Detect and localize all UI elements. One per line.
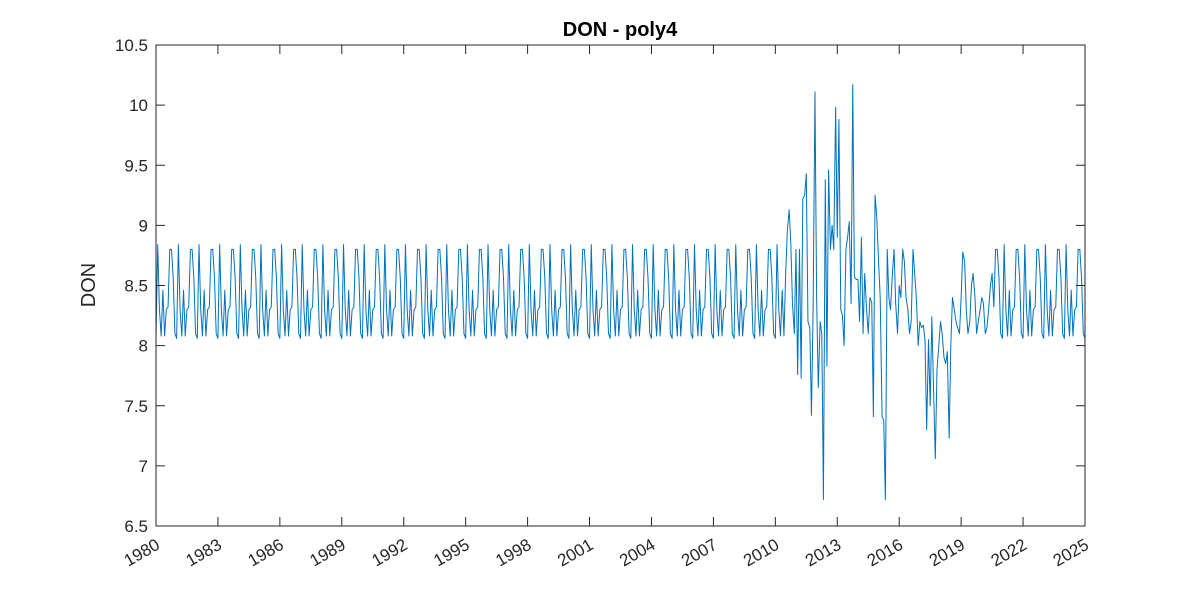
y-tick-label: 8.5: [124, 277, 148, 296]
y-tick-label: 7.5: [124, 397, 148, 416]
y-tick-label: 8: [139, 337, 148, 356]
series-line: [155, 84, 1086, 501]
x-tick-label: 2004: [616, 535, 658, 570]
y-tick-label: 9: [139, 216, 148, 235]
y-tick-label: 10: [129, 96, 148, 115]
data-layer: [155, 84, 1086, 501]
plot-area: [156, 45, 1085, 526]
x-tick-label: 1992: [368, 535, 410, 570]
x-tick-label: 1986: [245, 535, 287, 570]
x-tick-label: 1989: [307, 535, 349, 570]
x-tick-label: 1995: [430, 535, 472, 570]
x-tick-label: 2013: [802, 535, 844, 570]
y-tick-label: 7: [139, 457, 148, 476]
x-tick-label: 2007: [678, 535, 720, 570]
x-tick-label: 2022: [988, 535, 1030, 570]
x-tick-label: 1998: [492, 535, 534, 570]
x-tick-label: 2016: [864, 535, 906, 570]
x-tick-label: 2025: [1050, 535, 1092, 570]
y-tick-label: 6.5: [124, 517, 148, 536]
x-tick-label: 1980: [121, 535, 163, 570]
y-tick-label: 10.5: [115, 36, 148, 55]
y-tick-label: 9.5: [124, 156, 148, 175]
x-tick-label: 2010: [740, 535, 782, 570]
x-tick-label: 2019: [926, 535, 968, 570]
x-tick-label: 2001: [554, 535, 596, 570]
chart-title: DON - poly4: [563, 19, 678, 41]
x-tick-label: 1983: [183, 535, 225, 570]
y-axis-title: DON: [78, 263, 100, 307]
